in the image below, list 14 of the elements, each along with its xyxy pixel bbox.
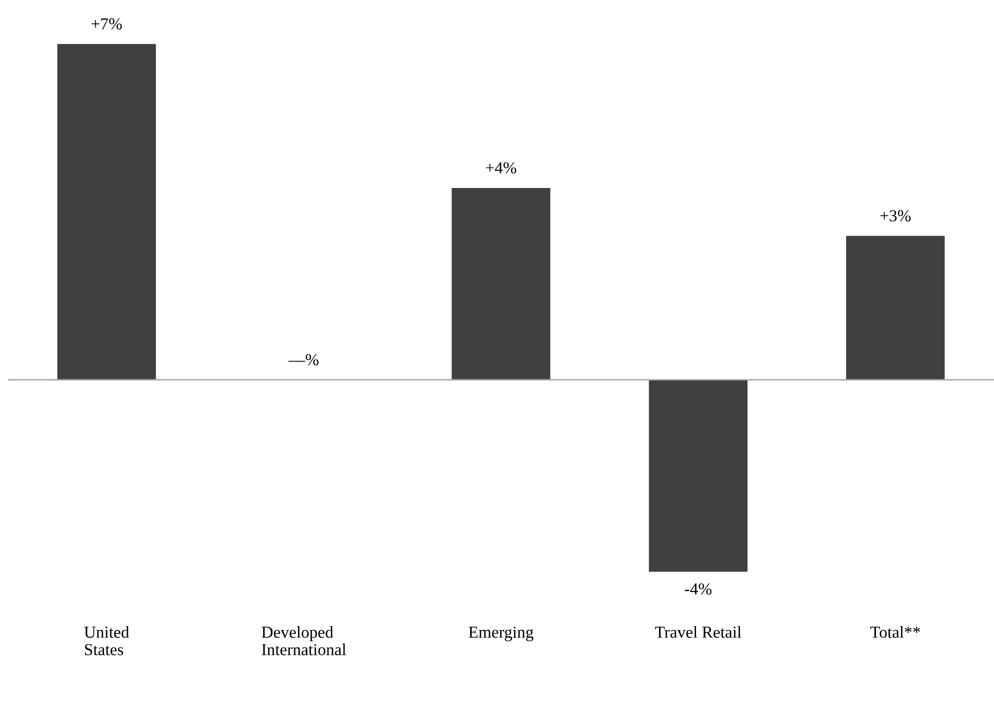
x-tick-label: Total** <box>870 626 920 638</box>
x-tick-label: United States <box>84 626 130 656</box>
data-label: +3% <box>880 210 911 222</box>
data-label: +4% <box>486 162 516 174</box>
bar <box>846 236 945 380</box>
x-tick-label: Developed International <box>262 626 346 656</box>
bar <box>57 44 156 380</box>
x-tick-label: Travel Retail <box>655 626 742 638</box>
data-label: +7% <box>92 18 122 30</box>
x-tick-label: Emerging <box>468 626 534 642</box>
bar <box>452 188 550 380</box>
data-label: —% <box>288 354 319 366</box>
data-label: -4% <box>684 583 712 595</box>
bar <box>648 380 748 572</box>
